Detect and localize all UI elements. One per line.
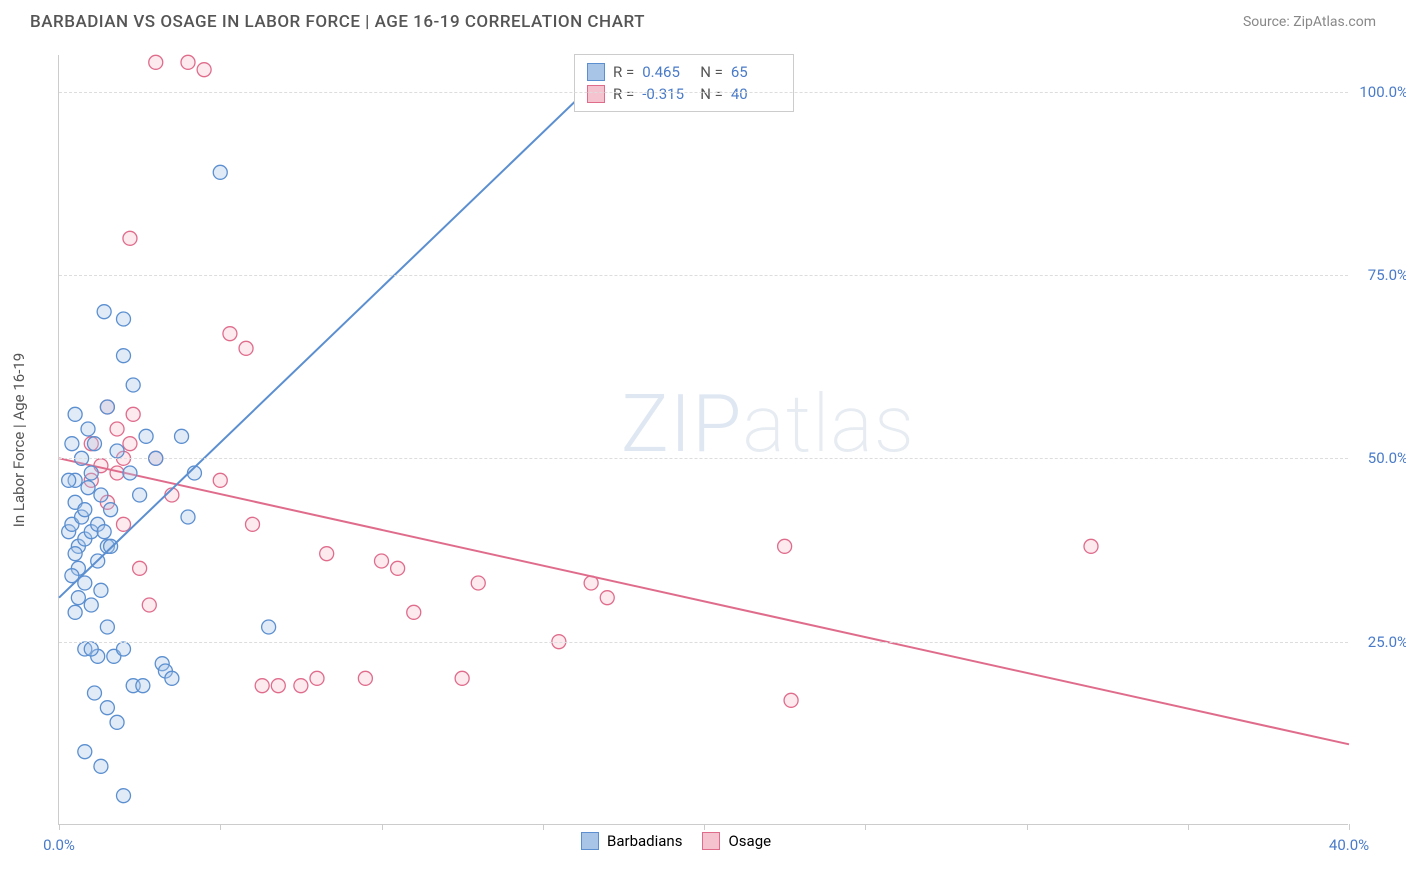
n-value: 65 <box>731 63 781 81</box>
y-tick-label: 25.0% <box>1353 633 1406 651</box>
y-tick-label: 75.0% <box>1353 266 1406 284</box>
r-value: -0.315 <box>642 85 692 103</box>
legend-series-box: Barbadians Osage <box>569 826 783 856</box>
legend-stats-box: R = 0.465 N = 65 R = -0.315 N = 40 <box>574 54 794 112</box>
legend-stats-row: R = -0.315 N = 40 <box>587 83 781 105</box>
legend-swatch-icon <box>587 63 605 81</box>
legend-series-item: Osage <box>702 832 771 850</box>
legend-swatch-icon <box>702 832 720 850</box>
legend-series-label: Barbadians <box>607 832 682 850</box>
n-value: 40 <box>731 85 781 103</box>
legend-swatch-icon <box>587 85 605 103</box>
y-tick-label: 50.0% <box>1353 449 1406 467</box>
legend-series-item: Barbadians <box>581 832 682 850</box>
legend-stats-row: R = 0.465 N = 65 <box>587 61 781 83</box>
x-tick-label: 0.0% <box>43 836 75 854</box>
n-label: N = <box>700 85 723 103</box>
chart-title: BARBADIAN VS OSAGE IN LABOR FORCE | AGE … <box>30 12 645 32</box>
r-label: R = <box>613 85 634 103</box>
x-tick-label: 40.0% <box>1329 836 1369 854</box>
r-label: R = <box>613 63 634 81</box>
r-value: 0.465 <box>642 63 692 81</box>
legend-series-label: Osage <box>728 832 771 850</box>
y-axis-label: In Labor Force | Age 16-19 <box>10 352 28 526</box>
y-tick-label: 100.0% <box>1353 83 1406 101</box>
source-attribution: Source: ZipAtlas.com <box>1243 14 1376 30</box>
legend-swatch-icon <box>581 832 599 850</box>
scatter-plot-svg <box>59 55 1348 824</box>
n-label: N = <box>700 63 723 81</box>
chart-plot-area: In Labor Force | Age 16-19 ZIPatlas R = … <box>58 55 1348 825</box>
